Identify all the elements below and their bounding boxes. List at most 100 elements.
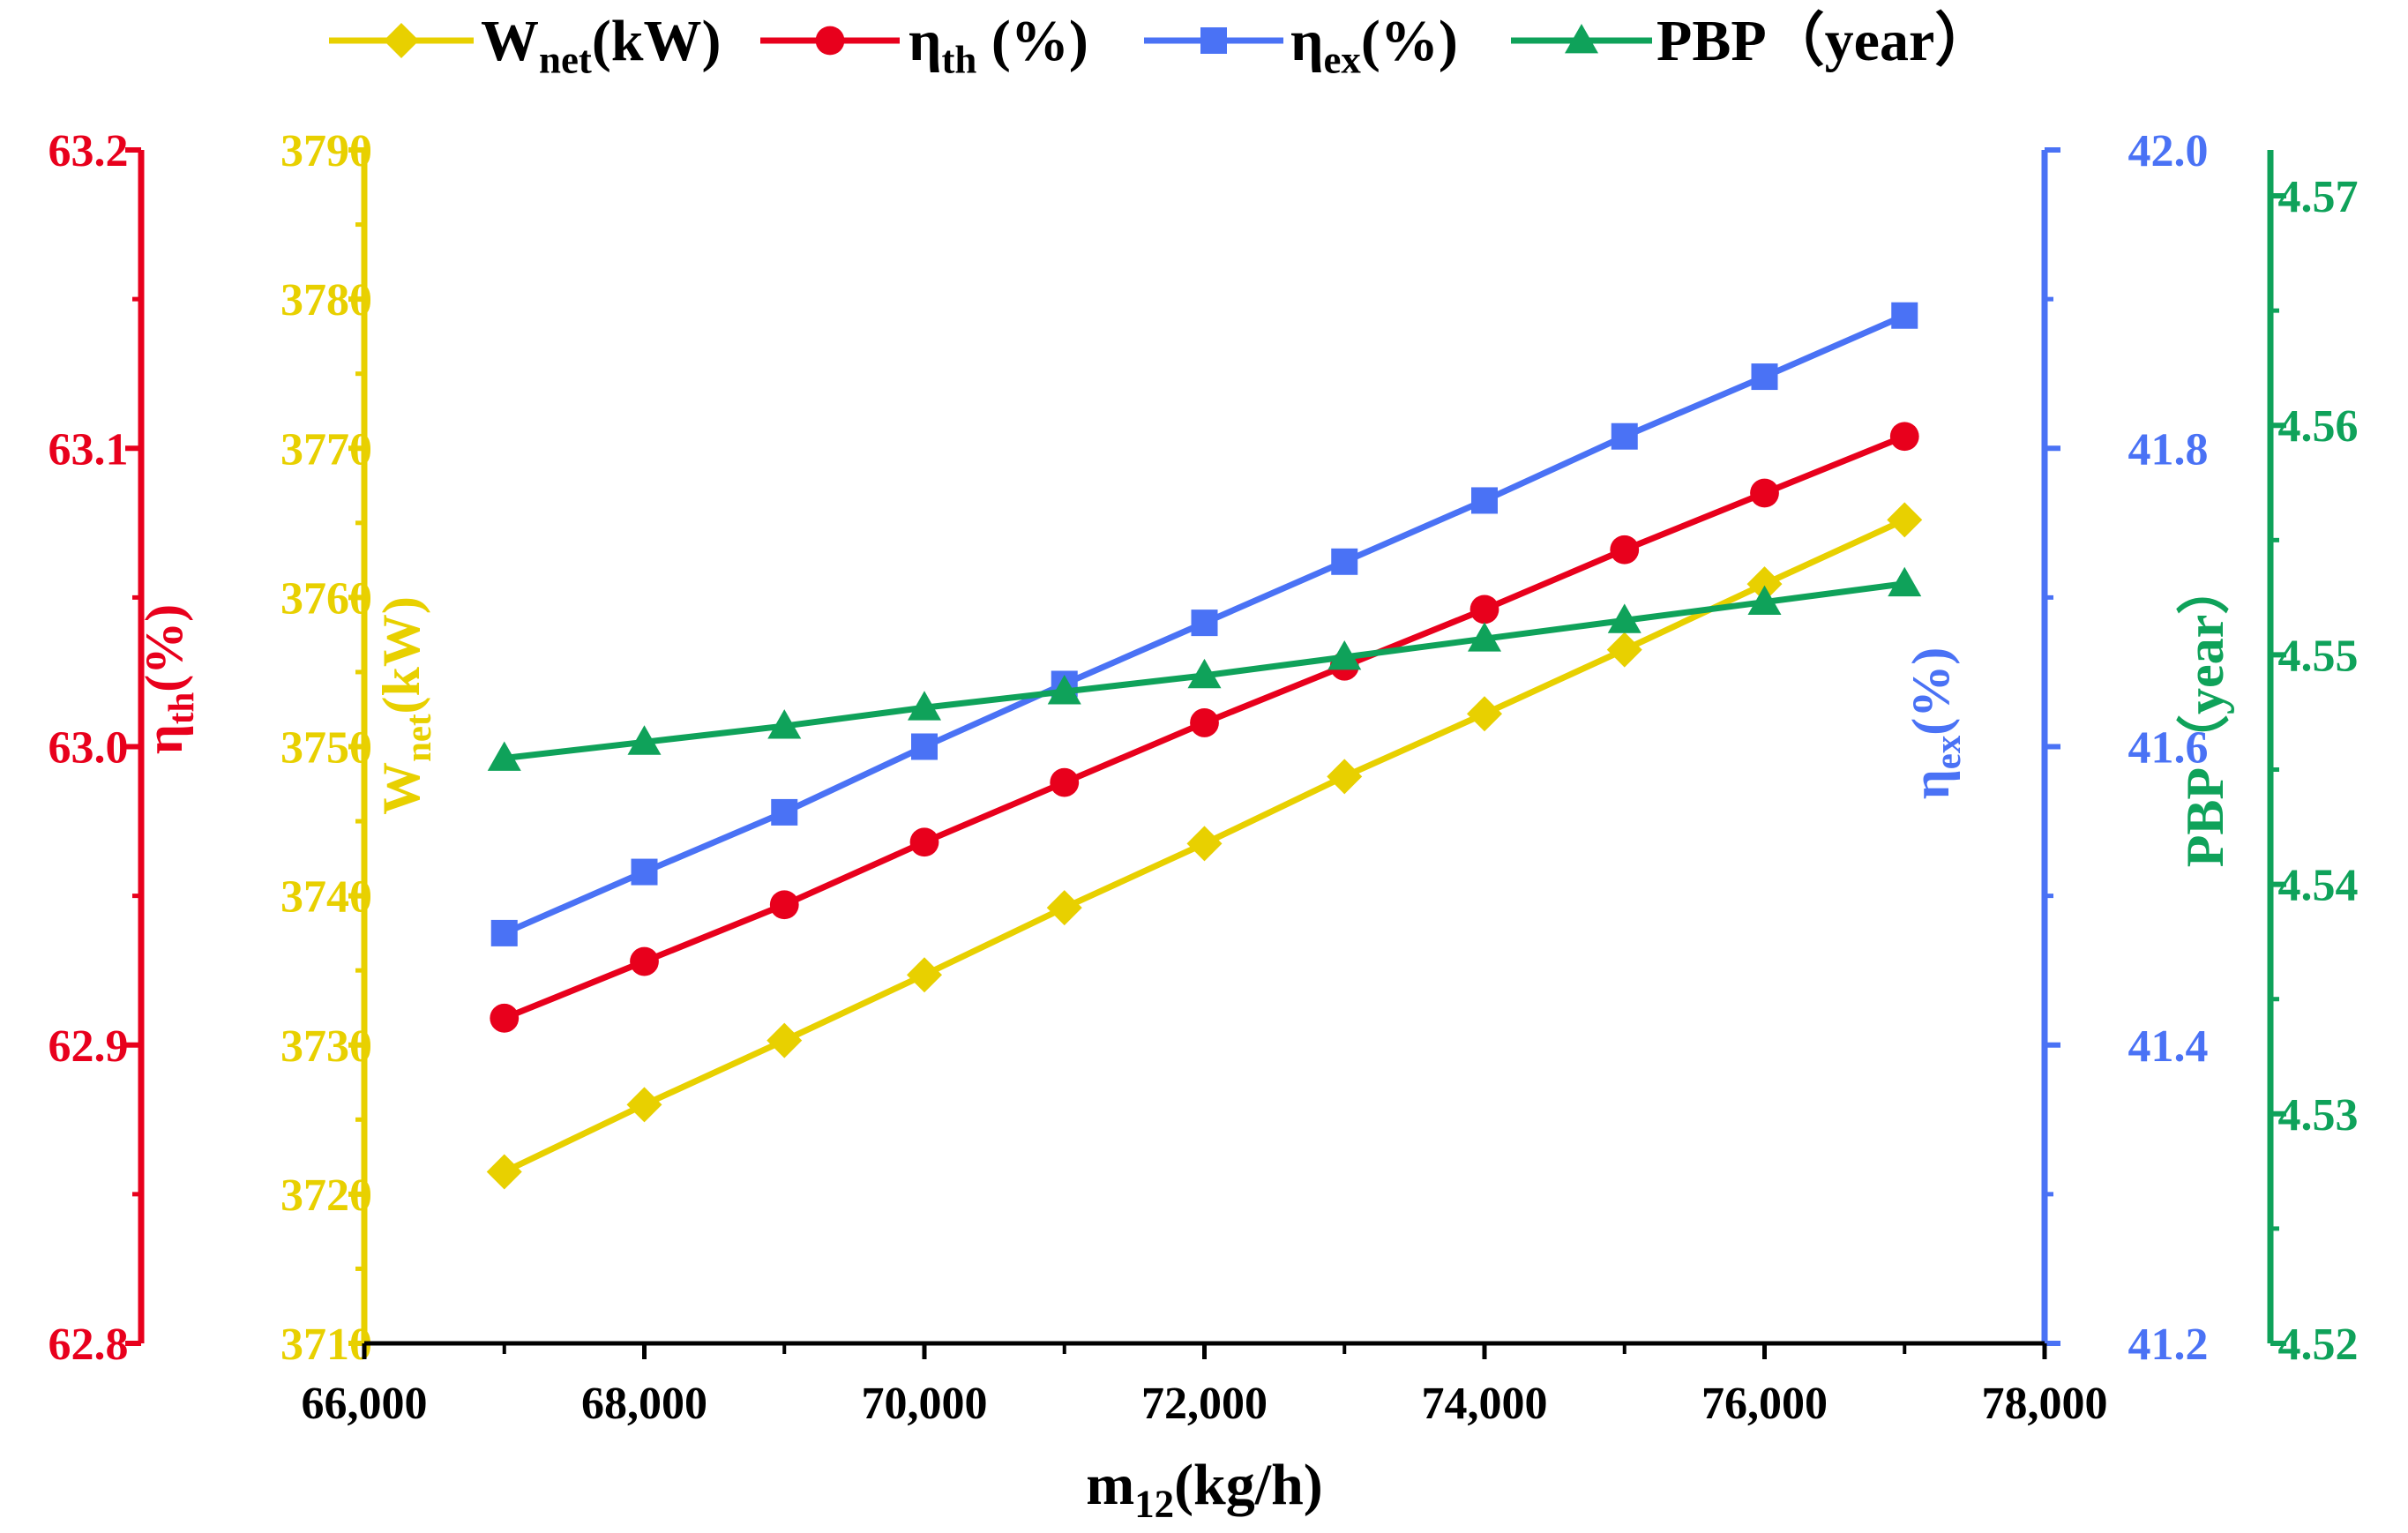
y-axis-title: ηth(%) [135, 604, 201, 754]
data-point-eta_ex [1611, 423, 1638, 450]
series-eta_th [490, 422, 1919, 1033]
data-point-eta_th [1610, 535, 1640, 565]
data-point-eta_ex [1191, 609, 1218, 637]
y-axis-title-pbp: PBP（year） [2175, 562, 2234, 868]
y-axis-title-eta_ex: ηex(%) [1902, 647, 1968, 800]
data-point-eta_ex [1331, 548, 1358, 575]
legend-item-eta_th: ηth (%) [760, 9, 1088, 82]
legend-label-main: PBP（year） [1656, 8, 1993, 73]
data-point-wnet [1046, 890, 1082, 926]
y-tick-label: 3730 [280, 1021, 372, 1072]
y-axis-title-sub: net [399, 714, 438, 762]
x-axis: 66,000 68,000 70,000 72,000 74,000 76,000 78,0… [302, 1341, 2108, 1526]
data-point-wnet [1467, 696, 1502, 732]
y-tick-label: 3790 [280, 126, 372, 176]
y-axis-title-main: η [1902, 769, 1960, 799]
x-tick-label: 76,000 [1701, 1379, 1828, 1429]
legend-label-tail: (%) [1361, 9, 1458, 73]
data-point-pbp [1047, 675, 1081, 705]
x-tick-label: 68,000 [581, 1379, 707, 1429]
y-axis-title-eta_th: ηth(%) [135, 604, 201, 754]
data-point-eta_ex [771, 798, 798, 826]
legend-label-sub: net [539, 38, 592, 82]
y-axis-title-tail: (kW) [372, 596, 430, 714]
series-wnet [486, 502, 1923, 1190]
legend-swatch-marker [384, 23, 419, 58]
legend-item-pbp: PBP（year） [1511, 8, 1993, 73]
data-point-eta_th [1750, 478, 1779, 508]
y-axis-wnet: 3710 3720 3730 3740 3750 3760 3770 3780 3790 Wnet… [280, 126, 438, 1370]
y-axis-title-main: PBP（year） [2175, 562, 2234, 868]
y-tick-label: 41.8 [2128, 424, 2209, 475]
y-tick-label: 3760 [280, 573, 372, 624]
legend-label-main: η [909, 9, 941, 73]
data-point-eta_th [1050, 767, 1080, 797]
y-axis-title-tail: (%) [1902, 647, 1960, 736]
y-axis-title-sub: th [161, 692, 201, 725]
y-tick-label: 3710 [280, 1320, 372, 1370]
legend-swatch-marker [815, 26, 845, 56]
data-point-eta_th [490, 1003, 520, 1033]
data-point-pbp [1747, 585, 1782, 615]
plot-area [486, 302, 1923, 1190]
axes: 3710 3720 3730 3740 3750 3760 3770 3780 3790 Wnet… [49, 126, 2359, 1526]
y-axis-eta_ex: 41.2 41.4 41.6 41.8 42.0 ηex(%) [1902, 126, 2209, 1370]
data-point-wnet [1327, 759, 1363, 795]
y-axis-title-tail: (%) [135, 604, 193, 692]
data-point-eta_th [909, 827, 939, 857]
data-point-eta_ex [490, 919, 518, 946]
data-point-wnet [1186, 826, 1223, 862]
series-eta_ex [490, 302, 1918, 946]
data-point-pbp [487, 741, 521, 771]
y-axis-title-main: W [372, 762, 430, 815]
legend-label-main: W [481, 9, 539, 73]
x-axis-title: m12(kg/h) [1086, 1453, 1323, 1526]
y-axis-title-sub: ex [1928, 735, 1968, 769]
y-axis-title-main: η [135, 724, 193, 754]
y-tick-label: 62.9 [49, 1021, 129, 1072]
legend-swatch-marker [1565, 24, 1598, 54]
legend-swatch-marker [1200, 27, 1227, 54]
x-tick-label: 72,000 [1141, 1379, 1268, 1429]
y-axis-title: Wnet(kW) [372, 596, 438, 815]
y-tick-label: 4.54 [2278, 861, 2359, 911]
y-tick-label: 4.53 [2278, 1090, 2359, 1140]
data-point-pbp [908, 691, 941, 721]
data-point-eta_ex [1471, 487, 1498, 514]
data-point-pbp [1607, 603, 1641, 633]
data-point-eta_th [1190, 708, 1219, 737]
data-point-wnet [626, 1087, 662, 1123]
data-point-wnet [486, 1154, 522, 1190]
data-point-wnet [1606, 632, 1642, 668]
y-axis-pbp: 4.52 4.53 4.54 4.55 4.56 4.57 PBP（year） [2175, 150, 2359, 1370]
legend-item-wnet: Wnet(kW) [329, 9, 722, 82]
legend: Wnet(kW) ηth (%) ηex(%) PBP（year） [329, 8, 1993, 82]
data-point-eta_ex [911, 733, 938, 760]
y-axis-title: PBP（year） [2175, 562, 2234, 868]
data-point-pbp [1468, 622, 1501, 652]
x-axis-title-sub: 12 [1134, 1482, 1174, 1526]
y-tick-label: 3740 [280, 872, 372, 923]
data-point-pbp [627, 725, 662, 755]
legend-label-sub: th [941, 38, 976, 82]
x-axis-title-main: m [1086, 1453, 1134, 1517]
data-point-wnet [767, 1022, 803, 1058]
x-tick-label: 66,000 [302, 1379, 428, 1429]
y-tick-label: 4.57 [2278, 172, 2359, 222]
y-tick-label: 63.1 [49, 424, 129, 475]
legend-label: ηth (%) [909, 9, 1088, 82]
y-tick-label: 4.55 [2278, 631, 2359, 681]
y-axis-title: ηex(%) [1902, 647, 1968, 800]
legend-label-tail: (%) [976, 9, 1088, 73]
data-point-eta_th [769, 890, 799, 920]
data-point-eta_ex [631, 858, 658, 886]
y-tick-label: 4.52 [2278, 1320, 2359, 1370]
data-point-wnet [1746, 566, 1783, 602]
x-tick-label: 70,000 [862, 1379, 988, 1429]
legend-item-eta_ex: ηex(%) [1144, 9, 1458, 82]
legend-label-main: η [1290, 9, 1323, 73]
x-tick-label: 74,000 [1422, 1379, 1548, 1429]
data-point-pbp [1187, 658, 1222, 689]
x-tick-label: 78,000 [1982, 1379, 2108, 1429]
legend-label-tail: (kW) [592, 9, 722, 73]
